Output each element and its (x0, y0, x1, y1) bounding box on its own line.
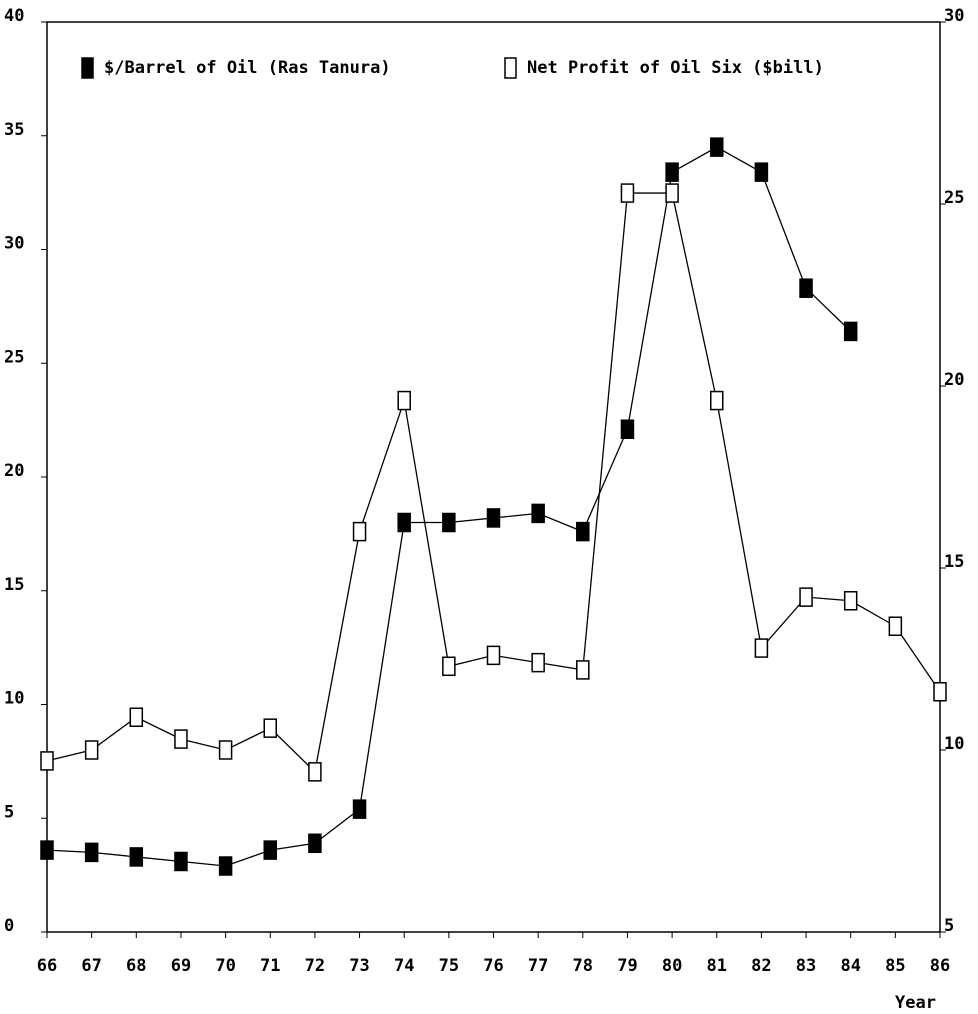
series-marker (486, 645, 501, 666)
series-marker (442, 512, 456, 533)
series-marker (174, 851, 188, 872)
series-marker (40, 751, 54, 771)
x-tick-label: 76 (483, 956, 503, 976)
series-marker (218, 856, 233, 876)
series-marker (665, 162, 679, 182)
legend-swatch (504, 57, 517, 79)
series-marker (397, 390, 411, 411)
series-marker (263, 718, 277, 738)
series-marker (308, 762, 322, 782)
x-tick-label: 72 (305, 956, 325, 976)
series-marker (620, 183, 635, 203)
series-marker (352, 521, 367, 542)
series-marker (486, 508, 501, 528)
y2-tick-label: 15 (944, 552, 964, 572)
y-tick-label: 35 (4, 120, 24, 140)
x-tick-label: 71 (260, 956, 280, 976)
series-marker (754, 638, 769, 658)
series-marker (174, 729, 188, 749)
series-marker (531, 652, 545, 673)
x-tick-label: 74 (394, 956, 414, 976)
legend-swatch (81, 57, 94, 79)
series-marker (352, 799, 367, 819)
y-tick-label: 20 (4, 461, 24, 481)
series-marker (754, 162, 769, 182)
x-tick-label: 79 (617, 956, 637, 976)
series-marker (576, 521, 590, 542)
x-tick-label: 77 (528, 956, 548, 976)
legend-label: Net Profit of Oil Six ($bill) (527, 58, 824, 78)
y-tick-label: 5 (4, 802, 14, 822)
series-marker (263, 840, 277, 860)
x-tick-label: 83 (796, 956, 816, 976)
series-marker (129, 707, 144, 727)
x-axis-label: Year (895, 993, 936, 1013)
series-marker (40, 840, 54, 860)
legend-label: $/Barrel of Oil (Ras Tanura) (104, 58, 391, 78)
x-tick-label: 82 (751, 956, 771, 976)
series-marker (620, 419, 635, 439)
plot-frame (46, 21, 941, 933)
x-tick-label: 69 (171, 956, 191, 976)
series-marker (308, 833, 322, 854)
series-marker (442, 656, 456, 677)
x-tick-label: 84 (840, 956, 860, 976)
y2-tick-label: 10 (944, 734, 964, 754)
x-tick-label: 68 (126, 956, 146, 976)
series-marker (397, 512, 411, 533)
y2-tick-label: 30 (944, 6, 964, 26)
y-tick-label: 30 (4, 234, 24, 254)
x-tick-label: 78 (573, 956, 593, 976)
series-marker (710, 137, 724, 157)
series-marker (129, 847, 144, 867)
x-tick-label: 66 (37, 956, 57, 976)
x-tick-label: 67 (81, 956, 101, 976)
series-marker (843, 591, 858, 611)
series-marker (84, 842, 99, 863)
series-marker (799, 587, 813, 607)
y-tick-label: 15 (4, 575, 24, 595)
x-tick-label: 85 (885, 956, 905, 976)
x-tick-label: 75 (439, 956, 459, 976)
y2-tick-label: 5 (944, 916, 954, 936)
x-tick-label: 86 (930, 956, 950, 976)
y-tick-label: 40 (4, 6, 24, 26)
series-marker (710, 390, 724, 411)
series-marker (888, 616, 903, 636)
y2-tick-label: 25 (944, 188, 964, 208)
series-marker (84, 740, 99, 760)
series-line (46, 146, 852, 867)
x-tick-label: 73 (349, 956, 369, 976)
series-marker (576, 660, 590, 680)
x-tick-label: 80 (662, 956, 682, 976)
series-marker (799, 278, 813, 298)
y-tick-label: 25 (4, 347, 24, 367)
y-tick-label: 10 (4, 689, 24, 709)
series-marker (933, 682, 947, 702)
y-tick-label: 0 (4, 916, 14, 936)
series-marker (843, 321, 858, 342)
x-tick-label: 70 (215, 956, 235, 976)
series-marker (218, 740, 233, 760)
x-tick-label: 81 (707, 956, 727, 976)
series-marker (665, 183, 679, 203)
y2-tick-label: 20 (944, 370, 964, 390)
series-marker (531, 503, 545, 524)
